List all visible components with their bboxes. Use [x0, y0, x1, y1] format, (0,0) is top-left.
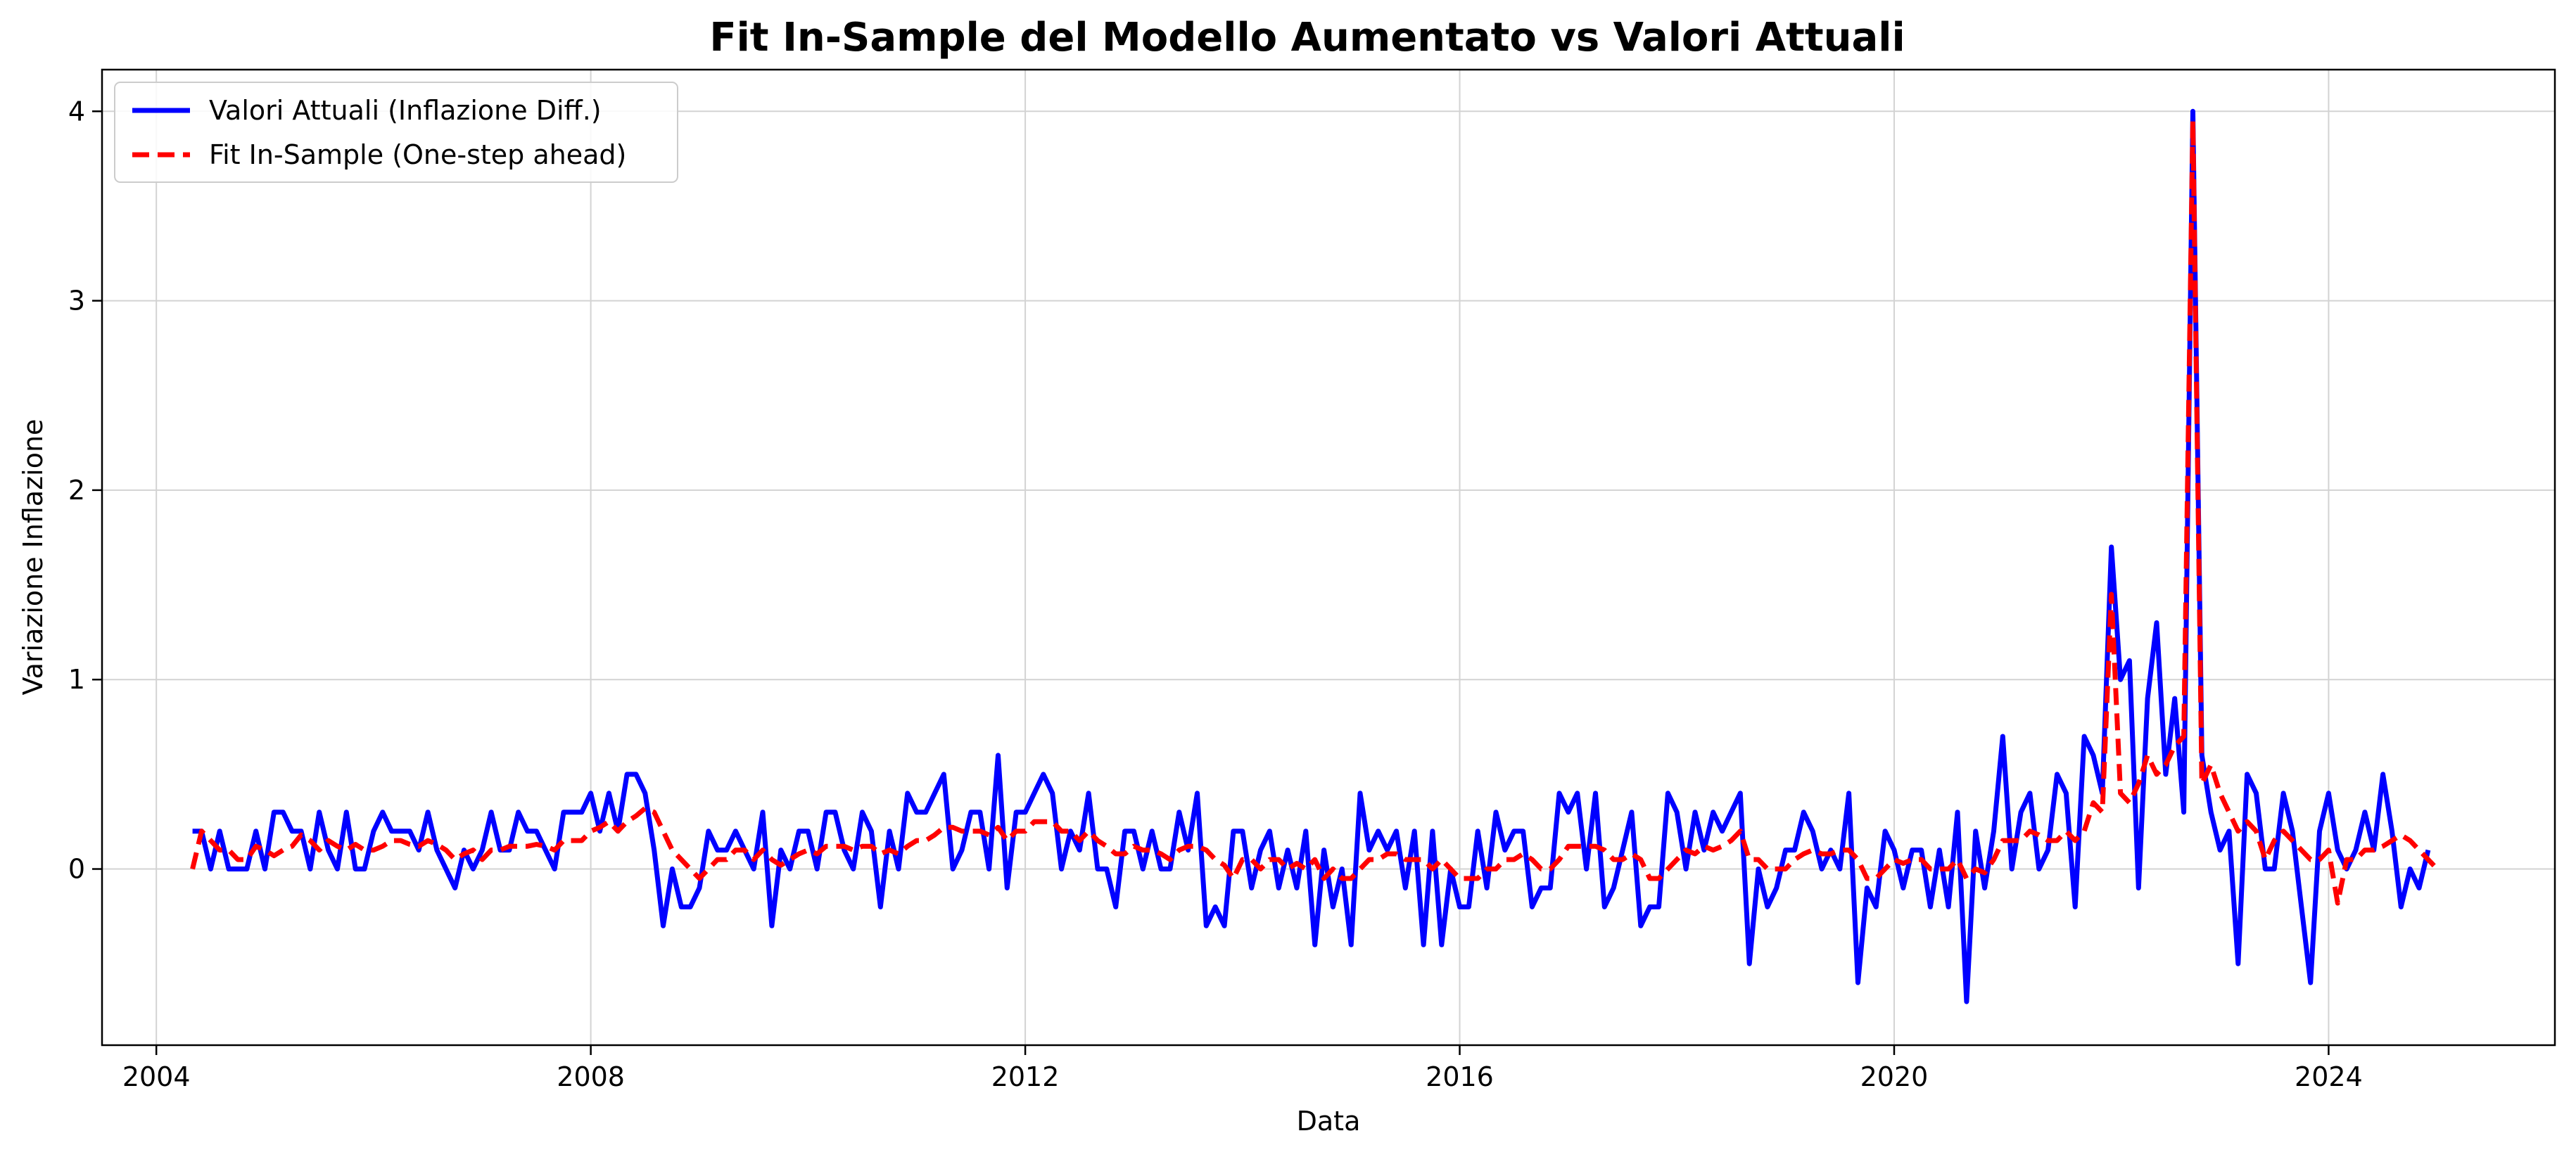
series-line-actual	[192, 108, 2431, 1004]
x-axis-label: Data	[1297, 1106, 1361, 1137]
x-tick-label: 2012	[991, 1061, 1060, 1092]
x-tick-label: 2016	[1426, 1061, 1494, 1092]
plot-frame	[101, 68, 2556, 1047]
y-axis: 0 1 2 3 4	[68, 96, 102, 885]
legend: Valori Attuali (Inflazione Diff.) Fit In…	[114, 82, 678, 183]
y-tick-label: 0	[68, 854, 85, 885]
x-tick-label: 2024	[2295, 1061, 2363, 1092]
series-line-fit	[190, 118, 2439, 906]
chart-title: Fit In-Sample del Modello Aumentato vs V…	[709, 15, 1905, 60]
legend-label-actual: Valori Attuali (Inflazione Diff.)	[209, 95, 602, 126]
series-layer	[190, 108, 2439, 1004]
y-tick-label: 2	[68, 475, 85, 506]
x-axis: 2004 2008 2012 2016 2020 2024	[122, 1045, 2363, 1092]
y-axis-label: Variazione Inflazione	[18, 419, 49, 696]
x-tick-label: 2020	[1860, 1061, 1929, 1092]
legend-label-fit: Fit In-Sample (One-step ahead)	[209, 139, 626, 170]
x-tick-label: 2004	[122, 1061, 191, 1092]
y-tick-label: 3	[68, 286, 85, 317]
legend-box	[114, 82, 678, 183]
y-tick-label: 4	[68, 96, 85, 127]
x-tick-label: 2008	[557, 1061, 625, 1092]
y-tick-label: 1	[68, 664, 85, 695]
